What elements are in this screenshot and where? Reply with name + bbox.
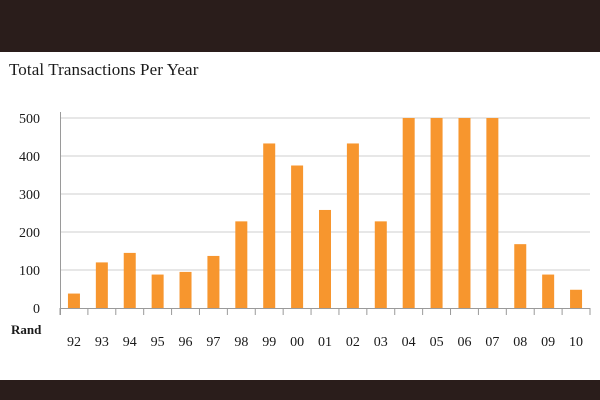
bar-10	[570, 289, 583, 308]
x-tick-label: 99	[262, 335, 276, 350]
x-tick-label: 09	[541, 335, 555, 350]
y-axis-unit-label: Rand	[11, 322, 42, 337]
chart-panel: Total Transactions Per Year 0 100 200 300 40…	[0, 52, 600, 380]
bar-08	[514, 244, 527, 308]
y-tick-label: 300	[19, 188, 40, 203]
bar-92	[67, 293, 80, 308]
y-tick-label: 0	[33, 302, 40, 317]
bottom-dark-strip	[0, 380, 600, 400]
bar-96	[179, 271, 192, 308]
x-tick-label: 10	[569, 335, 583, 350]
x-tick-label: 92	[67, 335, 81, 350]
x-tick-label: 07	[485, 335, 499, 350]
x-tick-label: 06	[457, 335, 471, 350]
x-tick-label: 05	[430, 335, 444, 350]
x-tick-label: 97	[206, 335, 220, 350]
bar-95	[151, 274, 164, 308]
y-tick-label: 500	[19, 112, 40, 127]
bar-06	[458, 118, 471, 308]
chart-axes	[59, 112, 591, 315]
x-tick-label: 02	[346, 335, 360, 350]
bar-01	[319, 209, 331, 308]
x-tick-label: 94	[123, 335, 137, 350]
y-tick-label: 200	[19, 226, 40, 241]
y-tick-label: 400	[19, 150, 40, 165]
chart-title: Total Transactions Per Year	[9, 60, 199, 79]
bar-04	[402, 118, 415, 308]
bar-09	[542, 274, 555, 308]
x-tick-label: 00	[290, 335, 304, 350]
x-tick-label: 04	[402, 335, 416, 350]
bar-07	[486, 118, 499, 308]
x-tick-label: 96	[179, 335, 193, 350]
x-tick-label: 93	[95, 335, 109, 350]
x-tick-label: 01	[318, 335, 332, 350]
y-tick-labels: 0 100 200 300 400 500	[19, 112, 40, 317]
bar-98	[235, 221, 248, 308]
x-tick-label: 98	[234, 335, 248, 350]
x-tick-label: 08	[513, 335, 527, 350]
x-tick-label: 03	[374, 335, 388, 350]
bar-93	[95, 262, 108, 308]
bar-97	[207, 255, 220, 308]
bar-chart: 0 100 200 300 400 500 92 93 94 95 96 97 98 99 00 01 02 0…	[11, 112, 591, 350]
x-tick-labels: 92 93 94 95 96 97 98 99 00 01 02 03 04 05 06 07 08 09 10	[67, 335, 583, 350]
bar-00	[291, 165, 304, 308]
x-tick-label: 95	[151, 335, 165, 350]
bar-05	[430, 118, 443, 308]
y-tick-label: 100	[19, 264, 40, 279]
bar-03	[374, 221, 387, 308]
bar-99	[263, 143, 276, 308]
bar-series	[67, 118, 583, 308]
bar-94	[123, 252, 136, 308]
bar-02	[346, 143, 359, 308]
top-dark-strip	[0, 0, 600, 52]
